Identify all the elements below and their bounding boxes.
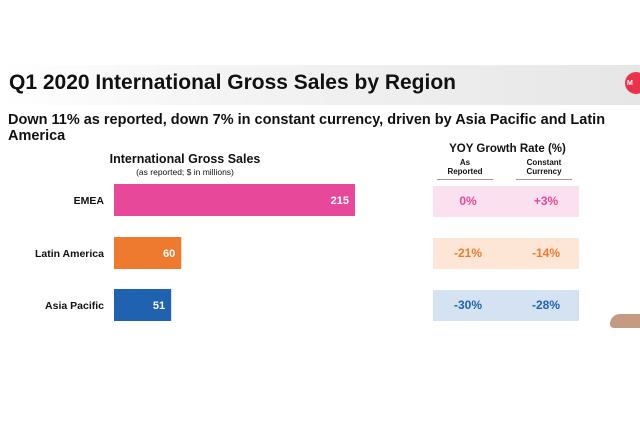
chart-header: International Gross Sales (as reported; …: [100, 152, 270, 177]
bar: [114, 184, 355, 216]
data-label: 51: [153, 300, 165, 312]
presenter-hand: [610, 314, 640, 328]
category-label: Asia Pacific: [45, 300, 104, 312]
col-head-line: Reported: [447, 167, 483, 176]
data-label: 60: [163, 248, 175, 260]
col-head-line: Constant: [526, 158, 562, 167]
brand-logo-icon: M: [625, 72, 640, 94]
col-head-constant-currency: Constant Currency: [514, 158, 574, 176]
yoy-constant-currency: -28%: [531, 298, 560, 312]
col-divider: [437, 179, 493, 180]
yoy-row: -30% -28%: [433, 290, 579, 321]
col-head-as-reported: As Reported: [435, 158, 495, 176]
yoy-as-reported: -21%: [453, 246, 482, 260]
yoy-as-reported: -30%: [453, 298, 482, 312]
yoy-constant-currency: -14%: [531, 246, 560, 260]
yoy-row: -21% -14%: [433, 238, 579, 269]
col-divider: [516, 179, 572, 180]
yoy-constant-currency: +3%: [533, 194, 559, 208]
yoy-as-reported: 0%: [459, 194, 477, 208]
col-head-line: Currency: [526, 167, 562, 176]
col-head-line: As: [459, 158, 471, 167]
chart-subtitle: (as reported; $ in millions): [136, 167, 234, 177]
yoy-row: 0% +3%: [433, 186, 579, 217]
slide-title: Q1 2020 International Gross Sales by Reg…: [9, 71, 456, 94]
category-label: EMEA: [74, 195, 105, 207]
bar: [114, 289, 172, 321]
data-label: 215: [331, 195, 349, 207]
category-label: Latin America: [35, 248, 104, 260]
title-band: [0, 65, 640, 105]
chart-title: International Gross Sales: [109, 152, 261, 166]
bar: [114, 237, 182, 269]
yoy-title: YOY Growth Rate (%): [449, 143, 566, 155]
slide-subtitle: Down 11% as reported, down 7% in constan…: [8, 112, 606, 144]
